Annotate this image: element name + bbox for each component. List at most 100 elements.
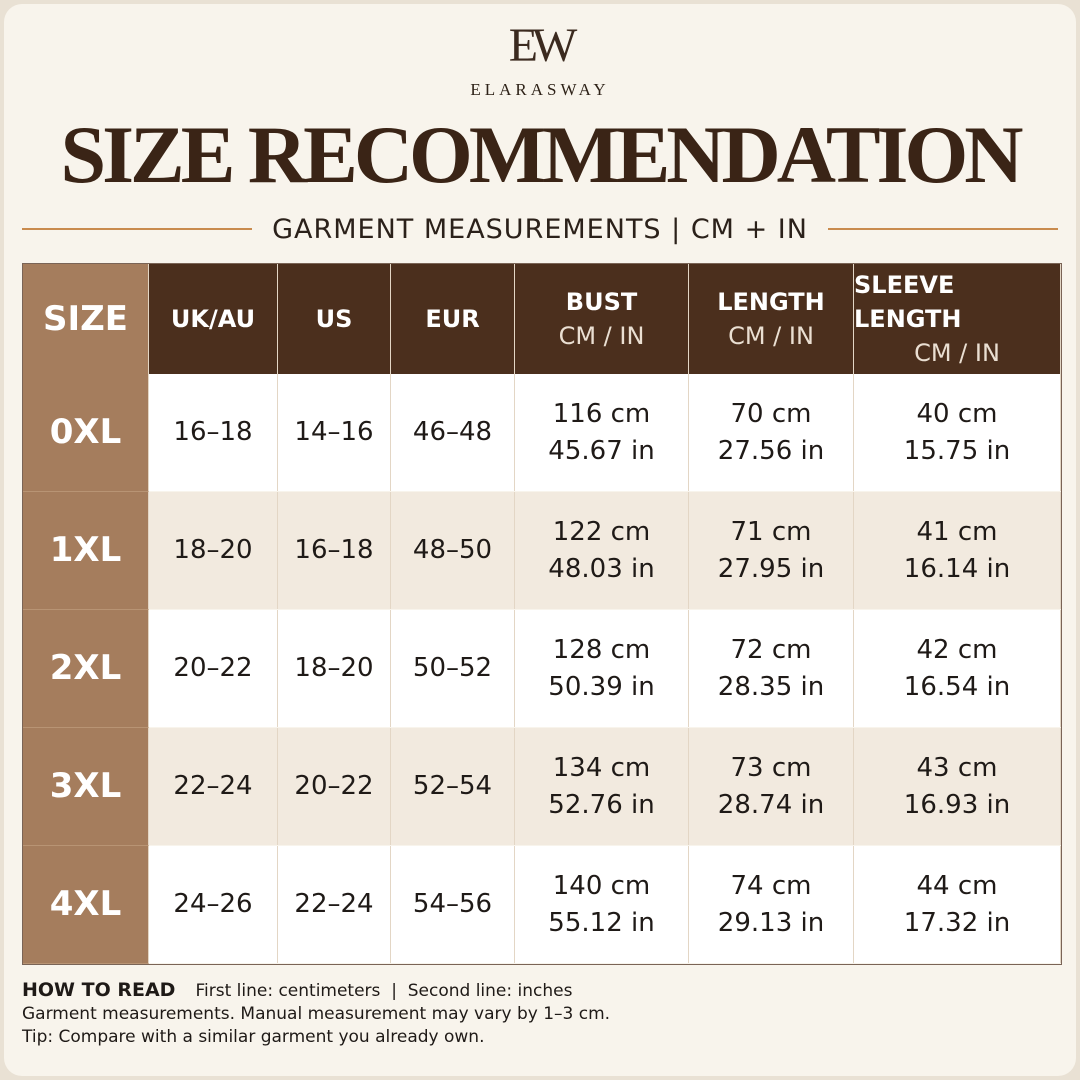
cell-line: 50.39 in bbox=[548, 671, 655, 702]
cell-line: 74 cm bbox=[730, 870, 812, 901]
cell-line: 42 cm bbox=[916, 634, 998, 665]
cell-line: 16–18 bbox=[294, 535, 374, 565]
cell-line: 40 cm bbox=[916, 398, 998, 429]
data-cell: 22–24 bbox=[278, 846, 391, 963]
cell-line: 17.32 in bbox=[903, 907, 1011, 938]
note-line: Tip: Compare with a similar garment you … bbox=[22, 1027, 485, 1047]
data-cell: 16–18 bbox=[278, 492, 391, 609]
cell-line: 73 cm bbox=[730, 752, 812, 783]
data-cell: 41 cm 16.14 in bbox=[854, 492, 1061, 609]
header-cell: LENGTH CM / IN bbox=[689, 264, 854, 374]
data-cell: 44 cm 17.32 in bbox=[854, 846, 1061, 963]
size-cell: 0XL bbox=[23, 374, 149, 492]
cell-line: 55.12 in bbox=[548, 907, 655, 938]
data-cell: 50–52 bbox=[391, 610, 515, 727]
monogram: EW bbox=[508, 19, 578, 72]
subtitle-row: GARMENT MEASUREMENTS | CM + IN bbox=[22, 209, 1058, 249]
data-cell: 18–20 bbox=[278, 610, 391, 727]
cell-line: 41 cm bbox=[916, 516, 998, 547]
cell-line: 16.54 in bbox=[903, 671, 1011, 702]
cell-line: 14–16 bbox=[294, 417, 374, 447]
data-cell: 122 cm 48.03 in bbox=[515, 492, 689, 609]
brand-name: ELARASWAY bbox=[470, 80, 610, 99]
cell-line: 20–22 bbox=[173, 653, 253, 683]
data-cell: 48–50 bbox=[391, 492, 515, 609]
cell-line: 122 cm bbox=[552, 516, 651, 547]
cell-line: 52.76 in bbox=[548, 789, 655, 820]
cell-line: 27.56 in bbox=[717, 435, 825, 466]
data-cell: 74 cm 29.13 in bbox=[689, 846, 854, 963]
header-label: US bbox=[315, 305, 353, 333]
cell-line: 71 cm bbox=[730, 516, 812, 547]
cell-line: 46–48 bbox=[412, 417, 493, 447]
cell-line: 70 cm bbox=[730, 398, 812, 429]
data-cell: 128 cm 50.39 in bbox=[515, 610, 689, 727]
data-cell: 22–24 bbox=[149, 728, 278, 845]
page: EW ELARASWAY SIZE RECOMMENDATION GARMENT… bbox=[4, 4, 1076, 1076]
cell-line: 24–26 bbox=[173, 889, 253, 919]
size-cell: 1XL bbox=[23, 492, 149, 610]
cell-line: 20–22 bbox=[294, 771, 374, 801]
data-cell: 20–22 bbox=[278, 728, 391, 845]
data-cell: 42 cm 16.54 in bbox=[854, 610, 1061, 727]
header-cell: US bbox=[278, 264, 391, 374]
data-cell: 16–18 bbox=[149, 374, 278, 491]
size-table: SIZE UK/AU US EUR BUST CM / IN LENGTH CM / IN SL… bbox=[22, 263, 1062, 965]
notes-head: HOW TO READ First line: centimeters | Sec… bbox=[22, 979, 610, 1003]
header-label: SIZE bbox=[42, 299, 129, 339]
data-cell: 20–22 bbox=[149, 610, 278, 727]
subtitle: GARMENT MEASUREMENTS | CM + IN bbox=[272, 213, 808, 245]
rule bbox=[22, 228, 253, 230]
cell-line: 50–52 bbox=[412, 653, 493, 683]
data-cell: 40 cm 15.75 in bbox=[854, 374, 1061, 491]
data-cell: 116 cm 45.67 in bbox=[515, 374, 689, 491]
header-cell: UK/AU bbox=[149, 264, 278, 374]
cell-line: 15.75 in bbox=[903, 435, 1011, 466]
header-label: UK/AU bbox=[170, 305, 256, 333]
data-cell: 18–20 bbox=[149, 492, 278, 609]
header-cell: EUR bbox=[391, 264, 515, 374]
cell-line: 48–50 bbox=[412, 535, 493, 565]
cell-line: 52–54 bbox=[412, 771, 493, 801]
data-cell: 140 cm 55.12 in bbox=[515, 846, 689, 963]
cell-line: 22–24 bbox=[294, 889, 374, 919]
header-unit: CM / IN bbox=[914, 339, 1000, 367]
header-label: BUST bbox=[565, 288, 638, 316]
data-cell: 14–16 bbox=[278, 374, 391, 491]
data-cell: 52–54 bbox=[391, 728, 515, 845]
cell-line: 48.03 in bbox=[548, 553, 655, 584]
cell-line: 140 cm bbox=[552, 870, 651, 901]
data-cell: 54–56 bbox=[391, 846, 515, 963]
header-unit: CM / IN bbox=[728, 322, 814, 350]
notes-heading: HOW TO READ bbox=[22, 979, 176, 1001]
size-cell: 4XL bbox=[23, 846, 149, 964]
cell-line: 16.93 in bbox=[903, 789, 1011, 820]
cell-line: 16–18 bbox=[173, 417, 253, 447]
header-label: EUR bbox=[425, 305, 480, 333]
cell-line: 28.35 in bbox=[717, 671, 825, 702]
header-cell: BUST CM / IN bbox=[515, 264, 689, 374]
notes: HOW TO READ First line: centimeters | Sec… bbox=[22, 979, 610, 1049]
data-cell: 24–26 bbox=[149, 846, 278, 963]
cell-line: 16.14 in bbox=[903, 553, 1011, 584]
cell-line: 18–20 bbox=[173, 535, 253, 565]
data-cell: 72 cm 28.35 in bbox=[689, 610, 854, 727]
cell-line: 134 cm bbox=[552, 752, 651, 783]
cell-line: 116 cm bbox=[552, 398, 651, 429]
data-cell: 43 cm 16.93 in bbox=[854, 728, 1061, 845]
cell-line: 29.13 in bbox=[717, 907, 825, 938]
cell-line: 128 cm bbox=[552, 634, 651, 665]
cell-line: 22–24 bbox=[173, 771, 253, 801]
cell-line: 27.95 in bbox=[717, 553, 825, 584]
header-cell: SLEEVE LENGTH CM / IN bbox=[854, 264, 1061, 374]
note-line: Garment measurements. Manual measurement… bbox=[22, 1004, 611, 1024]
rule bbox=[827, 228, 1058, 230]
header-cell: SIZE bbox=[23, 264, 149, 374]
data-cell: 46–48 bbox=[391, 374, 515, 491]
size-cell: 2XL bbox=[23, 610, 149, 728]
cell-line: 45.67 in bbox=[548, 435, 655, 466]
cell-line: 72 cm bbox=[730, 634, 812, 665]
cell-line: 44 cm bbox=[916, 870, 998, 901]
header-label: SLEEVE LENGTH bbox=[854, 271, 962, 333]
data-cell: 71 cm 27.95 in bbox=[689, 492, 854, 609]
